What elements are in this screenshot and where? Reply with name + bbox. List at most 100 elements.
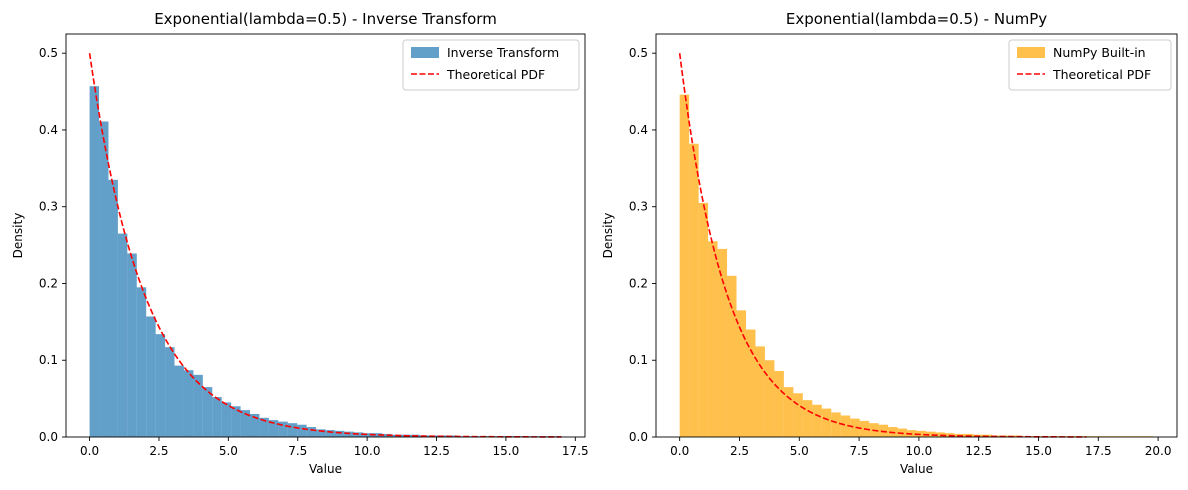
histogram-bar	[250, 413, 260, 437]
y-tick-label: 0.3	[629, 200, 648, 214]
y-tick-label: 0.0	[39, 430, 58, 444]
x-tick-label: 12.5	[965, 444, 992, 458]
x-tick-label: 15.0	[493, 444, 520, 458]
histogram-bar	[108, 179, 118, 437]
histogram-bar	[755, 346, 765, 437]
histogram-bars	[679, 94, 1154, 437]
histogram-bar	[850, 418, 860, 437]
x-tick-label: 5.0	[219, 444, 238, 458]
x-tick-label: 20.0	[1145, 444, 1172, 458]
histogram-bar	[363, 433, 373, 437]
histogram-bar	[935, 432, 945, 437]
histogram-bar	[802, 400, 813, 437]
legend-label-pdf: Theoretical PDF	[1052, 67, 1151, 82]
histogram-bar	[334, 430, 345, 437]
axes-frame	[655, 33, 1178, 438]
histogram-bar	[89, 86, 100, 437]
axes-frame	[65, 33, 586, 438]
histogram-bar	[117, 233, 128, 437]
y-tick-label: 0.0	[629, 430, 648, 444]
histogram-bar	[316, 429, 326, 437]
histogram-bar	[136, 287, 147, 437]
histogram-bar	[268, 420, 279, 437]
x-axis-label: Value	[309, 462, 342, 476]
y-tick-label: 0.3	[39, 200, 58, 214]
x-tick-label: 10.0	[354, 444, 381, 458]
histogram-bar	[99, 121, 109, 437]
histogram-bar	[448, 435, 458, 437]
chart-title: Exponential(lambda=0.5) - NumPy	[786, 10, 1047, 28]
histogram-bar	[297, 424, 307, 437]
x-axis-label: Value	[900, 462, 933, 476]
histogram-bar	[146, 316, 156, 437]
x-tick-label: 17.5	[562, 444, 589, 458]
legend-label-histogram: Inverse Transform	[447, 45, 559, 60]
legend-swatch-histogram	[411, 47, 439, 58]
legend: Inverse Transform Theoretical PDF	[402, 39, 580, 91]
histogram-bar	[831, 412, 841, 437]
histogram-bar	[325, 430, 335, 437]
histogram-bar	[127, 253, 137, 437]
histogram-bar	[698, 202, 709, 437]
histogram-bar	[708, 241, 718, 437]
histogram-bar	[717, 248, 728, 437]
x-tick-label: 5.0	[790, 444, 809, 458]
x-tick-label: 12.5	[423, 444, 450, 458]
histogram-bar	[925, 431, 936, 437]
y-tick-label: 0.5	[629, 46, 648, 60]
chart-panel-inverse-transform: 0.0 2.5 5.0 7.5 10.0 12.5 15.0 17.5 0.0 0.1 0.2 0.3…	[11, 10, 589, 476]
histogram-bar	[916, 430, 926, 437]
x-tick-label: 0.0	[670, 444, 689, 458]
histogram-bar	[727, 275, 737, 437]
x-tick-label: 10.0	[906, 444, 933, 458]
legend: NumPy Built-in Theoretical PDF	[1008, 39, 1172, 91]
chart-title: Exponential(lambda=0.5) - Inverse Transf…	[154, 10, 497, 28]
x-tick-label: 15.0	[1025, 444, 1052, 458]
legend-label-histogram: NumPy Built-in	[1053, 45, 1146, 60]
histogram-bar	[840, 415, 851, 437]
y-axis-label: Density	[601, 213, 615, 259]
histogram-bar	[372, 433, 383, 437]
x-tick-label: 7.5	[850, 444, 869, 458]
histogram-bar	[736, 310, 746, 437]
x-tick-label: 0.0	[80, 444, 99, 458]
x-tick-label: 2.5	[149, 444, 168, 458]
histogram-bar	[165, 347, 175, 437]
histogram-bar	[231, 406, 241, 437]
legend-box	[1008, 39, 1172, 91]
y-axis-label: Density	[11, 213, 25, 259]
legend-swatch-histogram	[1017, 47, 1045, 58]
histogram-bar	[821, 408, 832, 437]
y-tick-label: 0.5	[39, 46, 58, 60]
histogram-bar	[344, 431, 354, 437]
histogram-bar	[174, 365, 184, 437]
y-tick-label: 0.1	[629, 353, 648, 367]
histogram-bar	[764, 360, 775, 437]
chart-panel-numpy: 0.0 2.5 5.0 7.5 10.0 12.5 15.0 17.5 20.0 0.0 0.1 0.…	[601, 10, 1178, 476]
histogram-bar	[679, 94, 690, 437]
histogram-bar	[202, 387, 213, 437]
histogram-bar	[1011, 435, 1021, 437]
y-tick-label: 0.2	[629, 276, 648, 290]
y-tick-label: 0.4	[629, 123, 648, 137]
x-tick-label: 17.5	[1085, 444, 1112, 458]
histogram-bar	[1001, 435, 1012, 437]
histogram-bar	[287, 423, 298, 437]
legend-box	[402, 39, 580, 91]
x-tick-label: 7.5	[288, 444, 307, 458]
histogram-bar	[793, 393, 803, 437]
legend-label-pdf: Theoretical PDF	[446, 67, 545, 82]
y-tick-label: 0.2	[39, 276, 58, 290]
histogram-bar	[783, 387, 794, 437]
histogram-bar	[259, 417, 269, 437]
histogram-bar	[183, 370, 194, 437]
y-tick-label: 0.4	[39, 123, 58, 137]
histogram-bar	[212, 397, 222, 437]
histogram-bar	[812, 404, 822, 437]
histogram-bar	[774, 370, 784, 437]
y-tick-label: 0.1	[39, 353, 58, 367]
histogram-bar	[193, 374, 203, 437]
x-tick-label: 2.5	[730, 444, 749, 458]
histogram-bar	[155, 334, 166, 437]
